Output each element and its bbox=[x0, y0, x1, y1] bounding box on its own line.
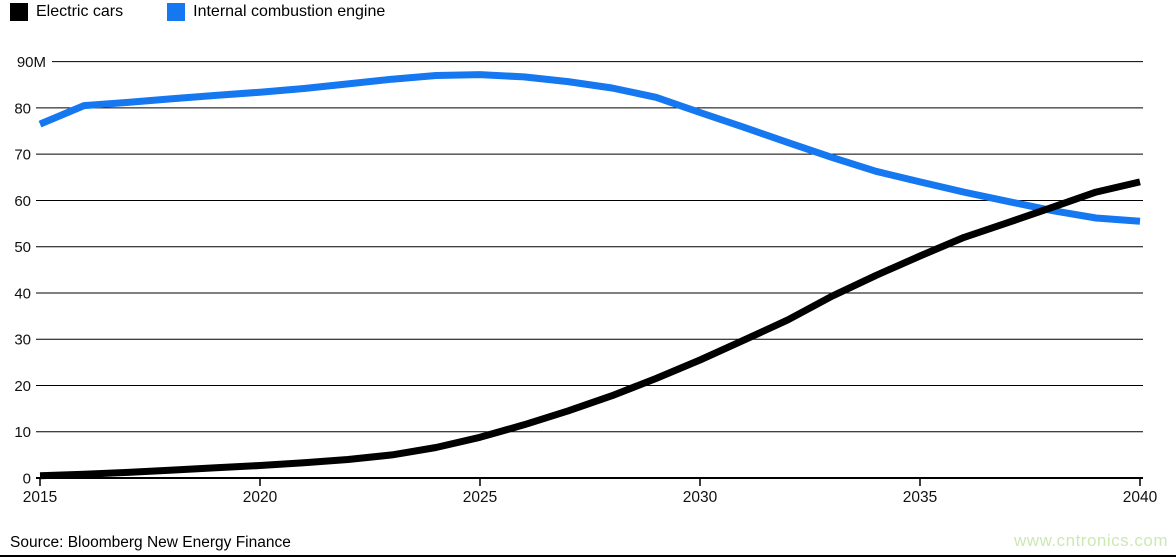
y-axis-tick-label: 40 bbox=[14, 285, 31, 302]
y-axis-tick-label: 80 bbox=[14, 100, 31, 117]
legend-swatch-internal-combustion-icon bbox=[167, 3, 186, 21]
legend-swatch-electric-cars-icon bbox=[10, 3, 28, 21]
series-line-internal-combustion-engine bbox=[38, 71, 1141, 225]
chart-legend: Electric cars Internal combustion engine bbox=[10, 2, 385, 22]
watermark-link[interactable]: www.cntronics.com bbox=[1014, 531, 1168, 550]
legend-item-internal-combustion: Internal combustion engine bbox=[167, 2, 385, 22]
legend-label-electric-cars: Electric cars bbox=[36, 3, 124, 20]
y-axis-tick-label: 0 bbox=[23, 471, 31, 488]
y-axis-tick-label: 70 bbox=[14, 147, 31, 164]
y-axis-tick-label: 50 bbox=[14, 239, 31, 256]
x-axis-tick-label: 2040 bbox=[1123, 489, 1158, 506]
series-line-electric-cars bbox=[39, 178, 1141, 480]
source-text: Source: Bloomberg New Energy Finance bbox=[10, 534, 291, 551]
bottom-divider bbox=[0, 555, 1176, 557]
y-axis-tick-label: 20 bbox=[14, 378, 31, 395]
x-axis-tick-label: 2035 bbox=[903, 489, 937, 506]
x-axis-tick-label: 2015 bbox=[23, 489, 57, 506]
x-axis-tick-label: 2030 bbox=[683, 489, 718, 506]
y-axis-tick-label: 30 bbox=[14, 332, 31, 349]
x-axis-tick-label: 2020 bbox=[243, 489, 278, 506]
y-axis-tick-label: 90M bbox=[17, 54, 46, 71]
legend-item-electric-cars: Electric cars bbox=[10, 2, 123, 22]
legend-label-internal-combustion: Internal combustion engine bbox=[193, 3, 386, 20]
y-axis-tick-label: 10 bbox=[14, 424, 31, 441]
x-axis-tick-label: 2025 bbox=[463, 489, 497, 506]
y-axis-tick-label: 60 bbox=[14, 193, 31, 210]
